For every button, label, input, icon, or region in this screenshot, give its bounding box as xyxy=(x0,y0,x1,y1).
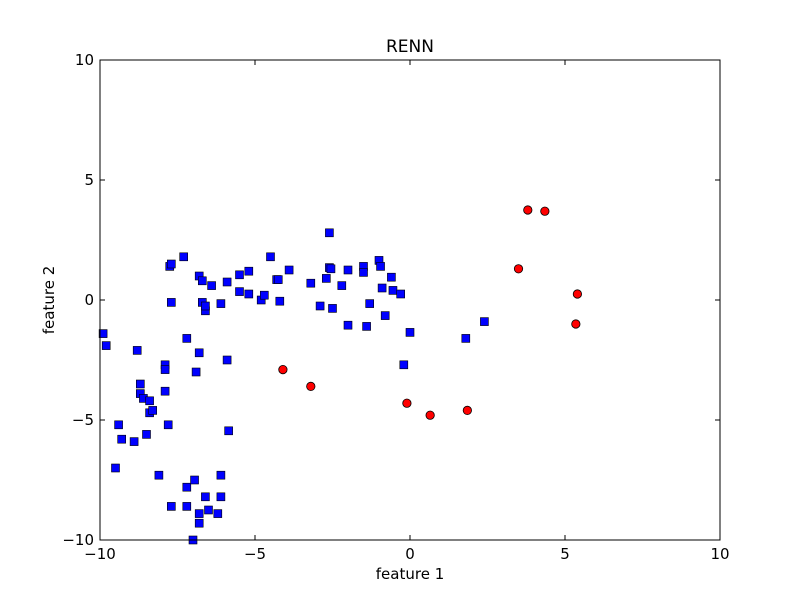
data-point-square-55 xyxy=(266,252,275,262)
data-point-square-81 xyxy=(399,360,409,370)
data-point-square-26 xyxy=(182,482,192,492)
data-point-square-34 xyxy=(194,518,204,528)
data-point-square-38 xyxy=(201,301,210,311)
data-point-square-65 xyxy=(326,264,336,274)
data-point-square-19 xyxy=(163,420,173,430)
data-point-square-50 xyxy=(235,287,244,296)
data-point-square-1 xyxy=(98,329,108,338)
data-point-square-73 xyxy=(365,299,375,308)
plot-area xyxy=(100,60,720,540)
data-point-circle-3 xyxy=(402,398,412,408)
data-point-square-33 xyxy=(194,509,204,518)
data-point-square-67 xyxy=(337,281,347,290)
x-tick-label: −5 xyxy=(244,545,266,563)
data-point-square-62 xyxy=(321,274,331,283)
data-point-square-84 xyxy=(480,317,489,326)
data-point-square-78 xyxy=(387,272,396,282)
x-tick-label: 0 xyxy=(405,545,415,563)
data-point-square-11 xyxy=(142,430,151,439)
data-point-square-54 xyxy=(259,290,269,300)
data-point-square-72 xyxy=(362,322,371,331)
data-point-square-83 xyxy=(461,334,471,343)
data-point-square-51 xyxy=(244,266,254,276)
data-point-square-57 xyxy=(273,275,283,284)
data-point-square-82 xyxy=(405,328,415,337)
x-axis-label: feature 1 xyxy=(376,565,444,583)
data-point-square-64 xyxy=(325,228,334,238)
data-point-square-76 xyxy=(377,283,387,293)
data-point-square-9 xyxy=(136,379,145,389)
data-point-square-18 xyxy=(160,386,170,396)
data-point-square-45 xyxy=(216,492,226,502)
data-point-square-68 xyxy=(343,265,353,275)
x-tick-label: 5 xyxy=(560,545,570,563)
data-point-square-27 xyxy=(182,502,192,511)
data-point-square-52 xyxy=(244,289,254,299)
data-point-square-5 xyxy=(117,434,126,444)
data-point-square-32 xyxy=(194,348,204,358)
data-point-square-24 xyxy=(179,252,188,262)
y-tick-label: 5 xyxy=(84,171,94,189)
data-point-square-59 xyxy=(284,265,294,275)
data-point-square-69 xyxy=(343,320,353,330)
data-point-square-7 xyxy=(132,346,142,355)
data-point-square-2 xyxy=(101,341,111,350)
data-point-square-40 xyxy=(204,505,213,515)
y-tick-label: 10 xyxy=(75,51,94,69)
data-point-circle-10 xyxy=(572,289,583,299)
data-point-circle-5 xyxy=(462,405,472,415)
x-tick-label: 10 xyxy=(710,545,729,563)
chart-title: RENN xyxy=(386,37,434,57)
data-point-square-75 xyxy=(376,262,385,271)
data-point-square-47 xyxy=(222,355,232,365)
y-tick-label: −10 xyxy=(62,531,94,549)
y-tick-label: 0 xyxy=(84,291,94,309)
data-point-square-30 xyxy=(191,367,201,377)
data-point-square-80 xyxy=(396,289,406,299)
data-point-square-42 xyxy=(213,509,223,518)
data-point-square-3 xyxy=(111,463,120,473)
ticks-layer: −10 −5 0 5 10 −10 −5 0 5 10 xyxy=(62,51,729,563)
data-point-square-6 xyxy=(129,437,139,446)
data-point-square-13 xyxy=(145,396,154,406)
data-point-square-17 xyxy=(160,365,170,374)
data-point-circle-2 xyxy=(306,381,316,391)
data-point-circle-9 xyxy=(571,319,581,329)
data-point-square-44 xyxy=(216,470,226,480)
data-point-square-29 xyxy=(190,475,199,485)
data-point-square-49 xyxy=(235,270,244,280)
data-point-square-23 xyxy=(167,502,176,511)
data-point-square-77 xyxy=(380,311,390,320)
data-point-square-15 xyxy=(154,470,164,480)
x-tick-label: −10 xyxy=(84,545,116,563)
points-layer xyxy=(98,205,583,545)
data-point-circle-4 xyxy=(425,410,435,420)
data-point-square-25 xyxy=(182,334,192,343)
y-axis-label: feature 2 xyxy=(40,266,58,334)
data-point-square-39 xyxy=(201,492,210,502)
data-point-square-61 xyxy=(315,301,325,311)
data-point-square-14 xyxy=(148,406,157,415)
data-point-square-4 xyxy=(114,420,123,430)
data-point-square-58 xyxy=(275,296,285,306)
data-point-square-22 xyxy=(167,298,176,307)
data-point-square-35 xyxy=(198,276,207,286)
data-point-circle-8 xyxy=(540,206,550,216)
data-point-square-41 xyxy=(207,281,216,290)
data-point-square-79 xyxy=(388,286,398,295)
data-point-circle-6 xyxy=(513,264,524,274)
data-point-square-48 xyxy=(224,426,233,436)
data-point-square-43 xyxy=(216,299,226,308)
data-point-square-60 xyxy=(306,278,316,288)
data-point-square-66 xyxy=(328,304,337,313)
data-point-circle-1 xyxy=(278,364,288,375)
data-point-square-21 xyxy=(167,259,176,269)
data-point-square-46 xyxy=(222,277,232,287)
data-point-square-71 xyxy=(359,268,368,277)
y-tick-label: −5 xyxy=(72,411,94,429)
data-point-circle-7 xyxy=(523,205,533,215)
